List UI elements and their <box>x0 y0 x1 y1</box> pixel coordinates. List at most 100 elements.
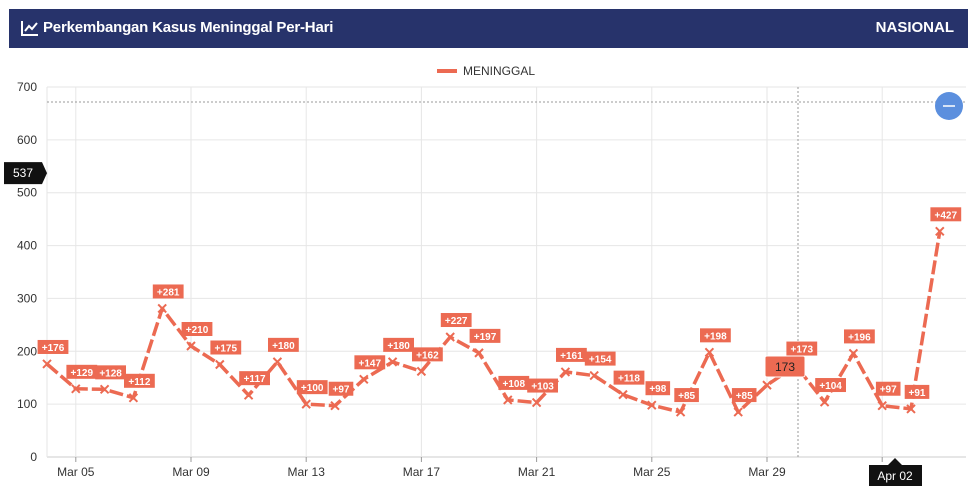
data-label-box <box>930 207 962 222</box>
data-label-box <box>904 384 930 399</box>
point-marker <box>503 395 513 405</box>
point-marker <box>762 380 772 390</box>
data-label: +180 <box>383 337 414 352</box>
data-point[interactable] <box>618 389 628 400</box>
x-tick-label: Mar 17 <box>403 465 441 479</box>
y-tick-label: 300 <box>17 291 37 305</box>
data-label: +162 <box>412 347 443 362</box>
data-point[interactable] <box>877 401 887 411</box>
data-point[interactable] <box>819 397 830 407</box>
data-label-text: +104 <box>819 381 842 392</box>
data-point[interactable] <box>157 303 167 314</box>
point-marker <box>157 303 167 314</box>
data-point[interactable] <box>474 348 484 358</box>
data-point[interactable] <box>503 395 513 405</box>
data-label-box <box>875 381 901 396</box>
point-marker <box>272 357 283 367</box>
y-crosshair-value: 537 <box>13 166 33 180</box>
data-point[interactable] <box>704 347 715 358</box>
line-chart-icon <box>21 21 38 36</box>
legend-label: MENINGGAL <box>463 64 535 78</box>
data-label-text: +85 <box>736 391 753 402</box>
data-point[interactable] <box>301 399 311 409</box>
data-point[interactable] <box>42 359 52 369</box>
point-marker <box>906 404 916 414</box>
x-tick-label: Mar 09 <box>172 465 210 479</box>
data-point[interactable] <box>215 359 225 370</box>
data-label-box <box>700 328 731 343</box>
data-label: +117 <box>239 371 270 386</box>
data-label-box <box>268 337 299 352</box>
data-label: +180 <box>268 337 299 352</box>
data-point[interactable] <box>71 384 81 394</box>
data-point[interactable] <box>387 357 398 367</box>
data-label-text: +210 <box>186 325 209 336</box>
point-marker <box>675 407 686 417</box>
data-point[interactable] <box>99 384 110 395</box>
data-label-text: +196 <box>848 332 871 343</box>
data-label-text: +118 <box>618 374 640 385</box>
data-point[interactable] <box>733 407 743 417</box>
data-point[interactable] <box>531 397 542 408</box>
data-label: +281 <box>152 284 184 299</box>
data-point[interactable] <box>272 357 283 367</box>
data-point[interactable] <box>935 226 945 237</box>
data-label-text: +103 <box>531 382 554 393</box>
data-label-text: +112 <box>128 377 150 388</box>
data-point[interactable] <box>128 393 139 403</box>
data-label-text: +154 <box>589 355 612 366</box>
data-point[interactable] <box>647 400 657 410</box>
data-label-text: +175 <box>215 344 238 355</box>
data-label-text: +176 <box>42 343 65 354</box>
data-label: +161 <box>556 347 587 362</box>
data-label-box <box>645 381 671 396</box>
legend[interactable]: MENINGGAL <box>437 64 535 78</box>
point-marker <box>877 401 887 411</box>
point-marker <box>848 348 859 359</box>
data-label-box <box>613 370 645 385</box>
data-point[interactable] <box>762 380 772 390</box>
data-label: +100 <box>296 380 328 395</box>
data-label: +175 <box>210 340 242 355</box>
data-point[interactable] <box>848 348 859 359</box>
point-marker <box>359 374 369 385</box>
data-label-box <box>469 328 501 343</box>
data-label-box <box>328 381 354 396</box>
x-tick-label: Mar 29 <box>748 465 786 479</box>
data-label: +104 <box>815 378 846 393</box>
data-point[interactable] <box>416 366 427 377</box>
data-label-box <box>239 371 270 386</box>
data-label-box <box>498 375 530 390</box>
data-label-box <box>556 347 587 362</box>
data-point[interactable] <box>589 370 599 381</box>
x-tick-label: Mar 13 <box>288 465 326 479</box>
data-point[interactable] <box>243 390 254 400</box>
data-label-text: +91 <box>909 388 926 399</box>
data-label-box <box>210 340 242 355</box>
point-marker <box>647 400 657 410</box>
point-marker <box>128 393 139 403</box>
data-point[interactable] <box>675 407 686 417</box>
region-label: NASIONAL <box>875 19 954 36</box>
data-label-text: +197 <box>474 332 497 343</box>
data-point[interactable] <box>186 341 196 351</box>
data-label-box <box>124 373 155 388</box>
data-label-text: +108 <box>503 379 526 390</box>
data-point[interactable] <box>359 374 369 385</box>
data-point[interactable] <box>906 404 916 414</box>
y-tick-label: 600 <box>17 133 37 147</box>
data-point[interactable] <box>445 332 455 342</box>
x-crosshair-badge: Apr 02 <box>869 458 922 486</box>
series-line-meninggal <box>45 231 942 414</box>
data-label-text: +427 <box>935 210 958 221</box>
data-label-box <box>815 378 846 393</box>
data-point[interactable] <box>330 401 340 411</box>
data-label-text: +161 <box>560 351 583 362</box>
zoom-out-button[interactable] <box>935 92 963 120</box>
y-tick-label: 200 <box>17 344 37 358</box>
y-crosshair-badge: 537 <box>4 162 47 185</box>
data-label-text: +180 <box>387 341 410 352</box>
data-point[interactable] <box>560 367 571 377</box>
y-tick-label: 100 <box>17 397 37 411</box>
